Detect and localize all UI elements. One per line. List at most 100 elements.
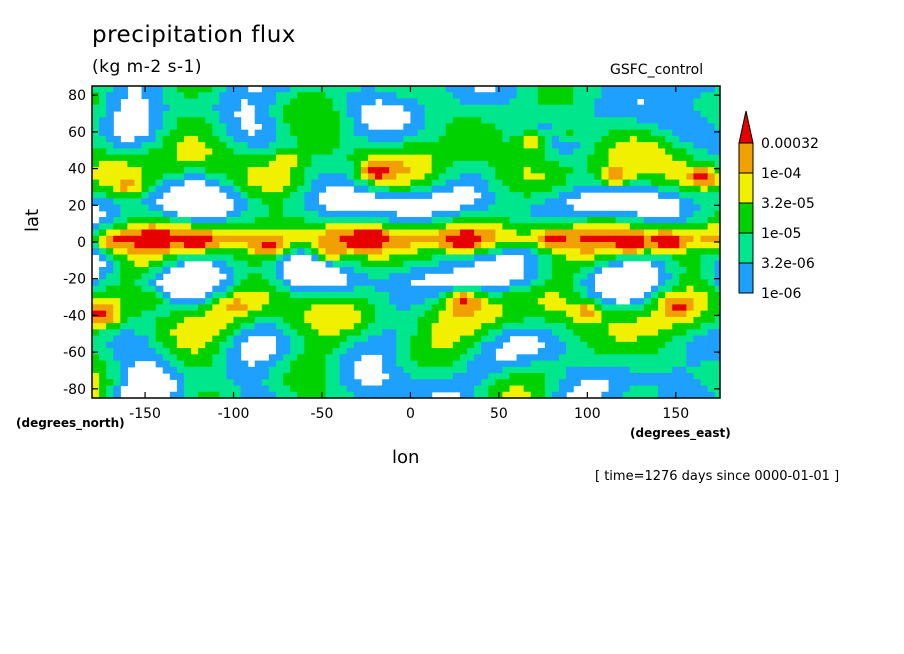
field-cell: [580, 323, 588, 330]
field-cell: [261, 316, 270, 324]
field-cell: [261, 173, 270, 181]
field-cell: [261, 217, 270, 224]
field-cell: [240, 391, 249, 398]
field-cell: [198, 129, 206, 137]
field-cell: [219, 279, 228, 287]
field-cell: [559, 160, 567, 168]
field-cell: [141, 298, 150, 305]
field-cell: [297, 285, 305, 293]
field-cell: [445, 316, 454, 324]
field-cell: [169, 135, 178, 143]
field-cell: [191, 148, 199, 156]
field-cell: [573, 148, 581, 156]
field-cell: [629, 373, 638, 380]
field-cell: [417, 167, 426, 174]
field-cell: [580, 304, 588, 312]
field-cell: [92, 335, 100, 343]
field-cell: [629, 167, 638, 174]
field-cell: [106, 167, 114, 174]
field-cell: [573, 210, 581, 218]
field-cell: [700, 123, 709, 131]
field-cell: [601, 248, 610, 256]
field-cell: [467, 223, 475, 231]
field-cell: [537, 273, 546, 281]
field-cell: [665, 110, 673, 118]
field-cell: [530, 329, 539, 337]
field-cell: [367, 185, 376, 193]
field-cell: [254, 142, 263, 149]
field-cell: [99, 373, 107, 380]
field-cell: [396, 266, 404, 274]
field-cell: [353, 185, 362, 193]
field-cell: [481, 229, 489, 237]
field-cell: [233, 360, 242, 368]
field-cell: [141, 229, 150, 237]
field-cell: [318, 335, 327, 343]
field-cell: [438, 235, 447, 243]
field-cell: [134, 341, 143, 349]
field-cell: [155, 266, 164, 274]
field-cell: [686, 323, 695, 330]
field-cell: [148, 335, 157, 343]
field-cell: [474, 348, 482, 355]
field-cell: [544, 273, 553, 281]
field-cell: [332, 329, 341, 337]
field-cell: [438, 179, 447, 187]
field-cell: [495, 92, 504, 100]
field-cell: [367, 310, 376, 318]
field-cell: [120, 248, 128, 256]
field-cell: [304, 173, 312, 181]
field-cell: [658, 142, 666, 149]
field-cell: [219, 160, 228, 168]
field-cell: [679, 391, 687, 398]
field-cell: [643, 167, 652, 174]
field-cell: [424, 373, 433, 380]
field-cell: [566, 329, 574, 337]
field-cell: [92, 248, 100, 256]
field-cell: [417, 129, 426, 137]
field-cell: [700, 223, 709, 231]
field-cell: [622, 86, 631, 93]
field-cell: [389, 185, 397, 193]
field-cell: [247, 192, 256, 199]
field-cell: [495, 167, 504, 174]
field-cell: [516, 98, 525, 106]
field-cell: [474, 254, 482, 262]
field-cell: [127, 341, 136, 349]
field-cell: [502, 335, 511, 343]
field-cell: [424, 316, 433, 324]
field-cell: [544, 167, 553, 174]
field-cell: [382, 360, 390, 368]
field-cell: [587, 266, 595, 274]
field-cell: [155, 254, 164, 262]
field-cell: [339, 254, 348, 262]
field-cell: [205, 148, 213, 156]
field-cell: [530, 379, 539, 387]
field-cell: [523, 285, 532, 293]
field-cell: [283, 379, 291, 387]
field-cell: [474, 285, 482, 293]
field-cell: [169, 373, 178, 380]
field-cell: [693, 341, 702, 349]
field-cell: [622, 160, 631, 168]
field-cell: [205, 304, 213, 312]
field-cell: [594, 335, 603, 343]
field-cell: [367, 223, 376, 231]
field-cell: [651, 391, 659, 398]
field-cell: [148, 198, 157, 206]
field-cell: [275, 379, 284, 387]
field-cell: [311, 148, 320, 156]
field-cell: [318, 210, 327, 218]
field-cell: [566, 316, 574, 324]
field-cell: [580, 223, 588, 231]
field-cell: [233, 254, 242, 262]
field-cell: [651, 323, 659, 330]
field-cell: [594, 329, 603, 337]
field-cell: [367, 260, 376, 268]
field-cell: [643, 366, 652, 374]
field-cell: [636, 123, 645, 131]
field-cell: [467, 160, 475, 168]
field-cell: [389, 291, 397, 299]
field-cell: [566, 104, 574, 112]
field-cell: [573, 310, 581, 318]
